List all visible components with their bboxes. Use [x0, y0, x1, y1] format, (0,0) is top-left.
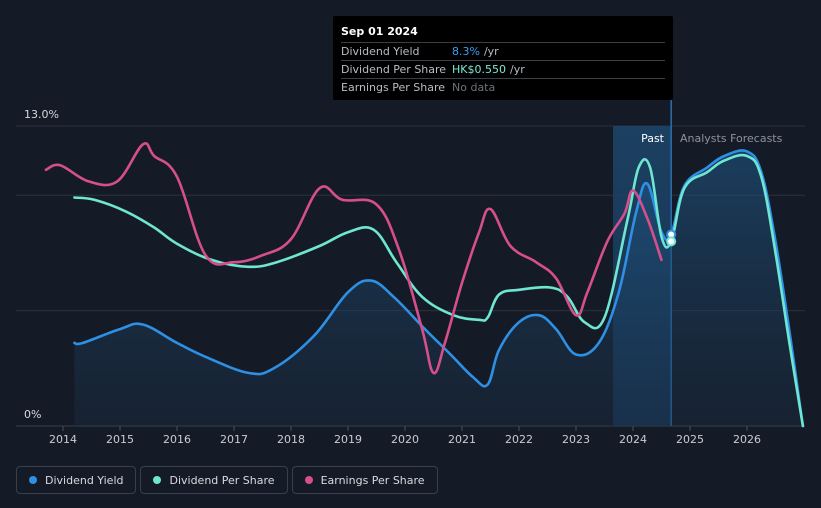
chart-legend: Dividend Yield Dividend Per Share Earnin…: [16, 466, 438, 494]
legend-dot-icon: [153, 476, 162, 484]
tooltip-value: HK$0.550: [452, 63, 506, 76]
earnings-per-share-line: [44, 142, 663, 375]
dividend-yield-area: [74, 150, 803, 427]
x-tick-label: 2026: [733, 433, 761, 446]
y-axis-min-label: 0%: [24, 408, 41, 421]
x-tick-label: 2015: [106, 433, 134, 446]
tooltip-row-dividend-yield: Dividend Yield 8.3% /yr: [341, 42, 665, 60]
dividend-per-share-line: [73, 153, 805, 428]
chart-tooltip: Sep 01 2024 Dividend Yield 8.3% /yr Divi…: [333, 16, 673, 100]
legend-dot-icon: [29, 476, 37, 484]
tooltip-row-earnings-per-share: Earnings Per Share No data: [341, 78, 665, 96]
tooltip-unit: /yr: [509, 63, 525, 76]
tooltip-label: Earnings Per Share: [341, 81, 446, 94]
legend-earnings-per-share[interactable]: Earnings Per Share: [291, 466, 438, 494]
x-tick-label: 2021: [448, 433, 476, 446]
legend-dividend-yield[interactable]: Dividend Yield: [16, 466, 137, 494]
legend-dividend-per-share[interactable]: Dividend Per Share: [140, 466, 288, 494]
analysts-forecasts-label: Analysts Forecasts: [680, 132, 783, 145]
tooltip-value: 8.3%: [452, 45, 480, 58]
x-tick-label: 2024: [619, 433, 647, 446]
y-axis-max-label: 13.0%: [24, 108, 59, 121]
tooltip-unit: /yr: [483, 45, 499, 58]
tooltip-label: Dividend Per Share: [341, 63, 447, 76]
x-tick-label: 2022: [505, 433, 533, 446]
dividend-per-share-marker: [666, 236, 677, 247]
legend-label: Dividend Yield: [45, 473, 124, 487]
x-tick-label: 2019: [334, 433, 362, 446]
legend-dot-icon: [304, 476, 313, 484]
x-tick-label: 2014: [49, 433, 77, 446]
tooltip-date: Sep 01 2024: [341, 25, 418, 38]
x-tick-label: 2025: [676, 433, 704, 446]
x-tick-label: 2020: [391, 433, 419, 446]
tooltip-label: Dividend Yield: [341, 45, 420, 58]
past-label: Past: [641, 132, 665, 145]
legend-label: Dividend Per Share: [169, 473, 275, 487]
x-tick-label: 2023: [562, 433, 590, 446]
x-tick-label: 2018: [277, 433, 305, 446]
dividend-chart: 13.0% 0% Past Analysts Forecasts 2014 201…: [16, 100, 805, 446]
x-tick-label: 2016: [163, 433, 191, 446]
tooltip-row-dividend-per-share: Dividend Per Share HK$0.550 /yr: [341, 60, 665, 78]
x-tick-label: 2017: [220, 433, 248, 446]
legend-label: Earnings Per Share: [320, 473, 425, 487]
tooltip-value: No data: [452, 81, 496, 94]
dividend-yield-line: [73, 149, 805, 428]
